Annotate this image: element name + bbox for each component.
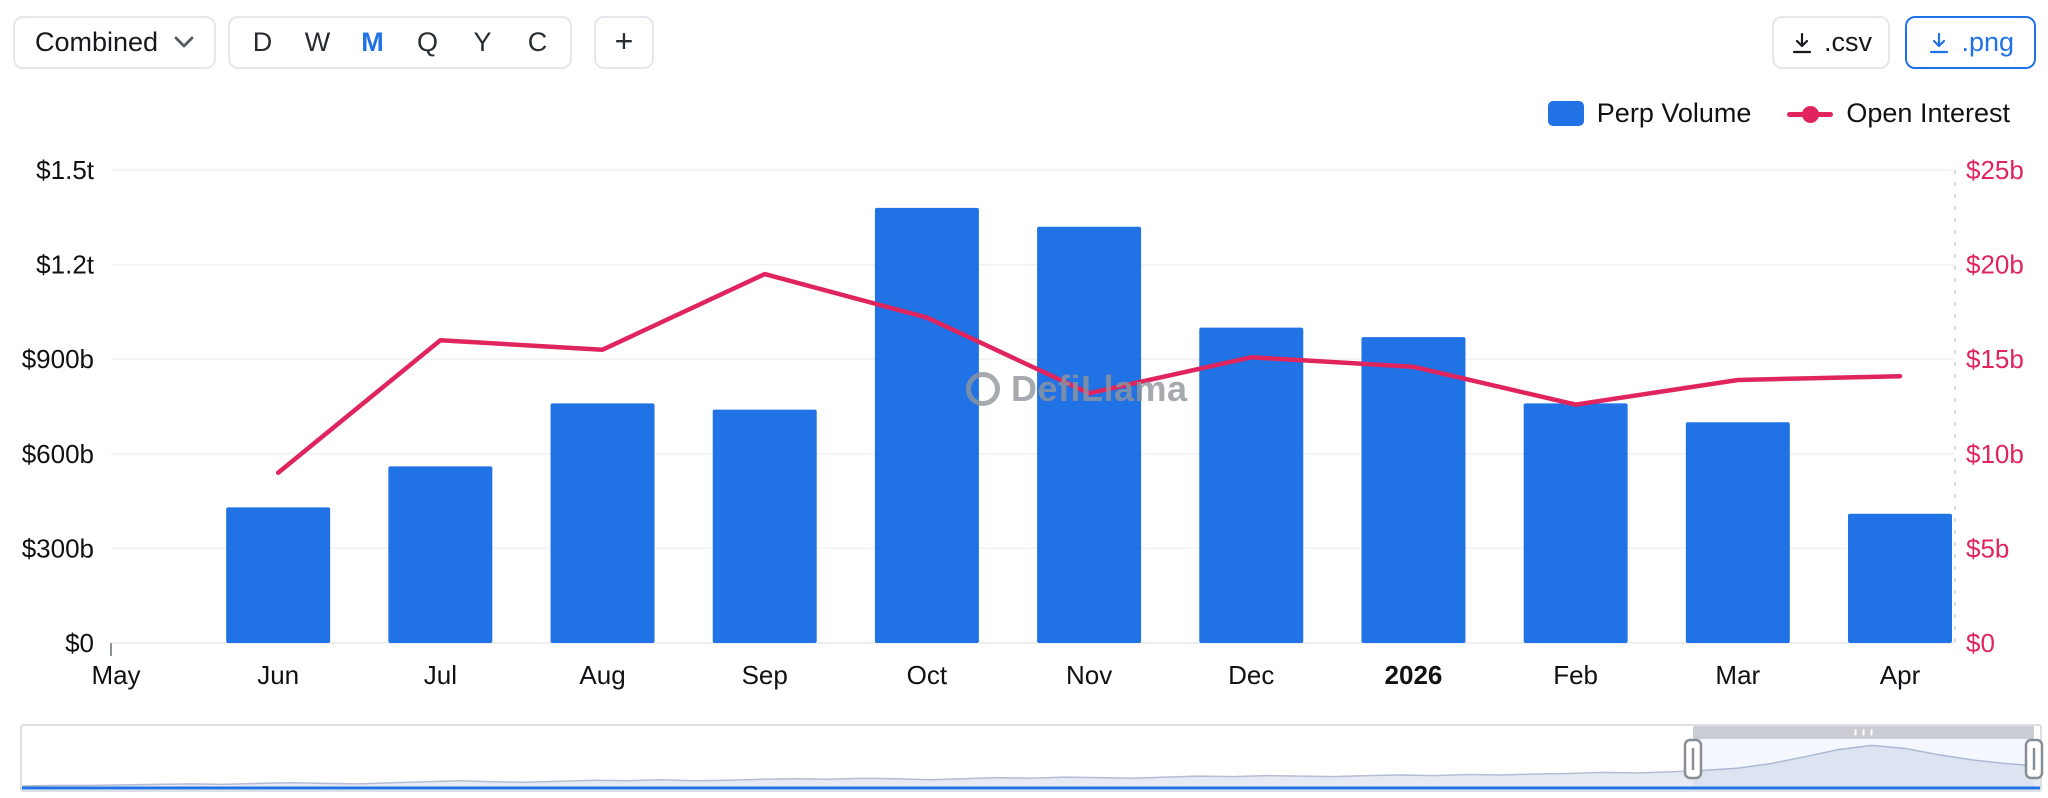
period-button-w[interactable]: W bbox=[290, 18, 345, 67]
volume-bar-Feb[interactable] bbox=[1523, 403, 1628, 643]
combined-dropdown-label: Combined bbox=[35, 27, 159, 57]
x-axis-label-May: May bbox=[91, 660, 140, 690]
right-axis-tick: $5b bbox=[1966, 533, 2009, 563]
volume-bar-Jun[interactable] bbox=[226, 507, 331, 643]
png-button-label: .png bbox=[1961, 27, 2014, 57]
line-swatch-icon bbox=[1787, 101, 1834, 127]
add-period-button[interactable]: + bbox=[594, 16, 654, 69]
x-axis-label-Feb: Feb bbox=[1553, 660, 1598, 690]
download-icon bbox=[1790, 31, 1814, 55]
x-axis-label-Apr: Apr bbox=[1880, 660, 1921, 690]
x-axis-label-Oct: Oct bbox=[907, 660, 948, 690]
download-png-button[interactable]: .png bbox=[1905, 16, 2036, 69]
period-button-y[interactable]: Y bbox=[455, 18, 510, 67]
period-button-q[interactable]: Q bbox=[400, 18, 455, 67]
volume-bar-Dec[interactable] bbox=[1199, 327, 1304, 643]
x-axis-label-Nov: Nov bbox=[1066, 660, 1112, 690]
brush-area bbox=[22, 745, 2040, 787]
period-button-c[interactable]: C bbox=[510, 18, 565, 67]
right-axis-tick: $10b bbox=[1966, 439, 2024, 469]
legend-item-open-interest[interactable]: Open Interest bbox=[1787, 98, 2010, 129]
csv-button-label: .csv bbox=[1823, 27, 1872, 57]
legend-item-perp-volume[interactable]: Perp Volume bbox=[1547, 98, 1752, 129]
left-axis-tick: $1.2t bbox=[36, 250, 95, 280]
right-axis-tick: $20b bbox=[1966, 250, 2024, 280]
left-axis-tick: $300b bbox=[22, 533, 94, 563]
download-csv-button[interactable]: .csv bbox=[1771, 16, 1890, 69]
volume-bar-Sep[interactable] bbox=[712, 409, 817, 643]
chart-legend: Perp Volume Open Interest bbox=[1547, 98, 2010, 129]
x-axis-label-2026: 2026 bbox=[1385, 660, 1443, 690]
x-axis-label-Aug: Aug bbox=[579, 660, 625, 690]
download-icon bbox=[1927, 31, 1951, 55]
left-axis-tick: $0 bbox=[65, 628, 94, 658]
volume-bar-Oct[interactable] bbox=[874, 207, 979, 643]
right-axis-tick: $0 bbox=[1966, 628, 1995, 658]
x-axis-label-Mar: Mar bbox=[1715, 660, 1760, 690]
volume-bar-Nov[interactable] bbox=[1037, 226, 1142, 643]
right-axis-tick: $15b bbox=[1966, 344, 2024, 374]
combined-dropdown[interactable]: Combined bbox=[13, 16, 217, 69]
volume-bar-Apr[interactable] bbox=[1848, 513, 1952, 643]
period-button-m[interactable]: M bbox=[345, 18, 400, 67]
perp-volume-chart[interactable]: $0 $0 $300b $5b $600b $10b $900b $15b $1.2t $20b $… bbox=[0, 0, 2048, 710]
volume-bar-Aug[interactable] bbox=[550, 403, 655, 643]
x-axis-label-Dec: Dec bbox=[1228, 660, 1274, 690]
left-axis-tick: $600b bbox=[22, 439, 94, 469]
volume-bar-Mar[interactable] bbox=[1685, 422, 1790, 643]
x-axis-label-Jul: Jul bbox=[424, 660, 457, 690]
open-interest-line[interactable] bbox=[275, 271, 1903, 475]
volume-bar-2026[interactable] bbox=[1361, 337, 1466, 643]
legend-label: Open Interest bbox=[1846, 98, 2010, 128]
legend-label: Perp Volume bbox=[1596, 98, 1752, 128]
brush-area-outline bbox=[21, 744, 2041, 787]
x-axis-label-Sep: Sep bbox=[742, 660, 788, 690]
period-button-d[interactable]: D bbox=[235, 18, 290, 67]
left-axis-tick: $900b bbox=[22, 344, 94, 374]
chevron-down-icon bbox=[174, 36, 194, 49]
volume-bar-Jul[interactable] bbox=[388, 466, 493, 643]
x-axis-label-Jun: Jun bbox=[257, 660, 299, 690]
right-axis-tick: $25b bbox=[1966, 155, 2024, 185]
timeline-brush[interactable] bbox=[20, 724, 2044, 792]
bar-swatch-icon bbox=[1547, 101, 1584, 126]
left-axis-tick: $1.5t bbox=[36, 155, 95, 185]
